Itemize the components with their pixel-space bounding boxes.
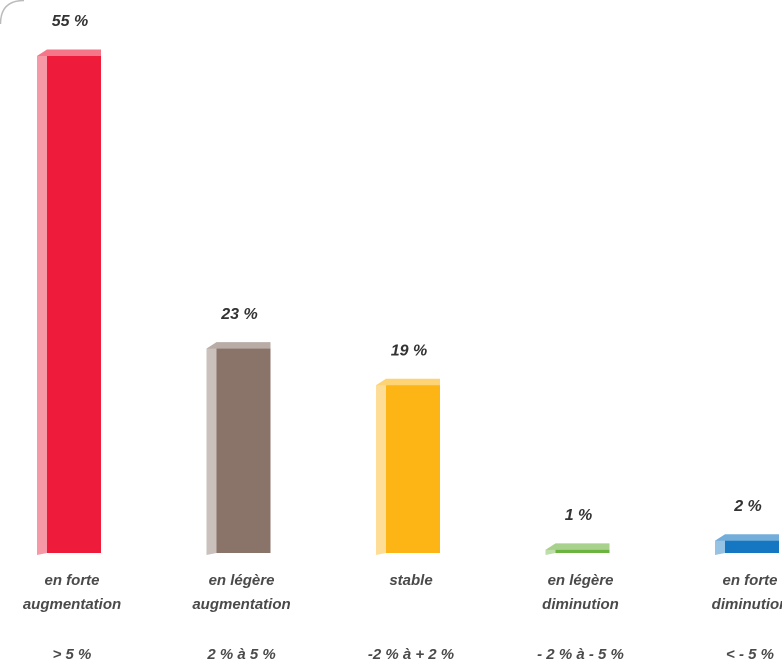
bar-side [376, 379, 386, 555]
category-label: diminution [542, 596, 619, 613]
value-label: 23 % [220, 306, 257, 323]
range-label: > 5 % [53, 646, 92, 663]
bar [216, 342, 271, 553]
category-label: en forte [44, 572, 99, 589]
value-label: 19 % [391, 342, 427, 359]
category-label: augmentation [192, 596, 290, 613]
range-label: 2 % à 5 % [206, 646, 275, 663]
bar-top [545, 543, 610, 550]
bar [386, 379, 440, 553]
bar-top [715, 534, 779, 541]
bar [47, 50, 101, 553]
value-label: 1 % [565, 507, 593, 524]
range-label: - 2 % à - 5 % [537, 646, 624, 663]
bar-top [376, 378, 440, 386]
bar-top [206, 342, 271, 349]
value-label: 2 % [733, 498, 762, 515]
frame-corner [0, 0, 25, 25]
category-label: stable [389, 572, 432, 589]
category-label: en légère [209, 572, 275, 589]
bar-side [206, 342, 217, 555]
value-label: 55 % [52, 13, 88, 30]
category-label: en légère [548, 572, 614, 589]
bar-side [37, 50, 47, 555]
range-label: < - 5 % [726, 646, 774, 663]
range-label: -2 % à + 2 % [368, 646, 454, 663]
bar-top [37, 49, 101, 56]
category-label: augmentation [23, 596, 121, 613]
category-label: en forte [722, 572, 777, 589]
category-label: diminution [712, 596, 782, 613]
